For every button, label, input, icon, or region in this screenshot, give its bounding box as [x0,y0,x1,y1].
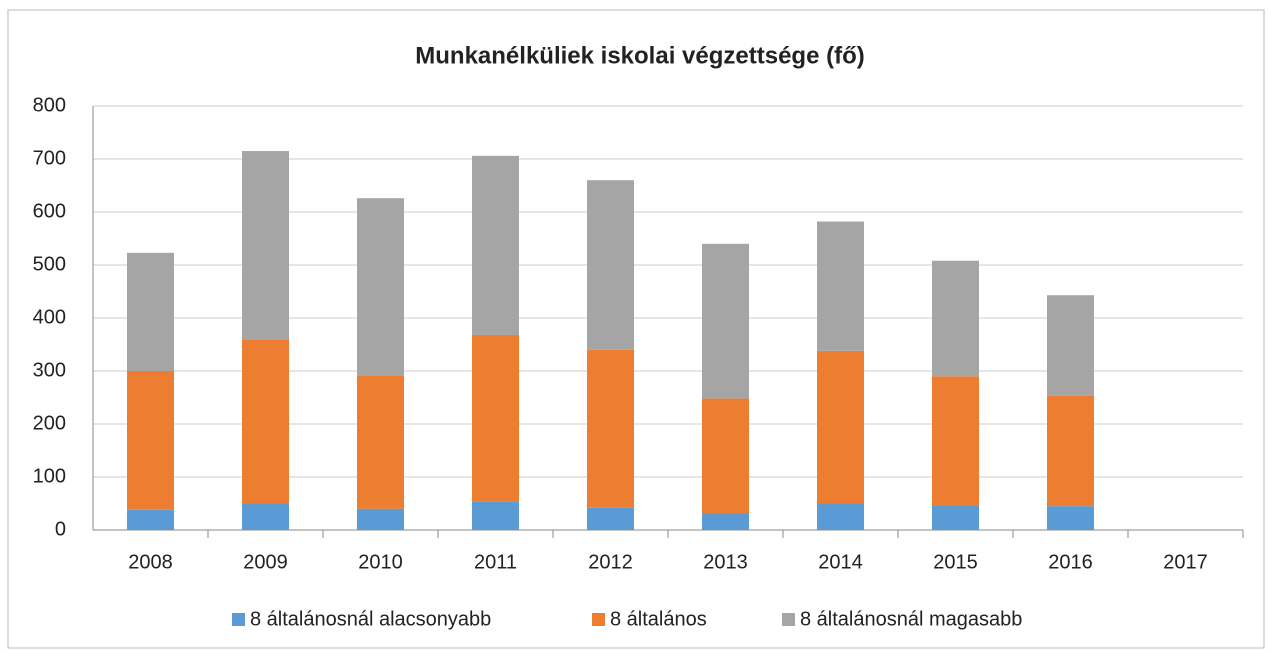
bar-segment [242,151,289,340]
legend-swatch [592,613,605,626]
legend-label: 8 általánosnál alacsonyabb [250,608,491,630]
y-tick-label: 700 [33,147,66,169]
bar-segment [702,513,749,530]
y-tick-label: 500 [33,253,66,275]
y-tick-label: 200 [33,412,66,434]
bar-segment [932,505,979,530]
bar-segment [932,376,979,506]
x-tick-label: 2012 [588,551,633,573]
bar-segment [357,375,404,509]
bar-segment [357,508,404,530]
bar-segment [817,221,864,351]
bar-segment [242,503,289,530]
x-tick-label: 2015 [933,551,978,573]
bar-segment [242,339,289,504]
x-tick-label: 2008 [128,551,173,573]
bar-segment [1047,506,1094,530]
x-tick-label: 2013 [703,551,748,573]
bar-segment [1047,295,1094,396]
bar-segment [587,349,634,508]
chart-title: Munkanélküliek iskolai végzettsége (fő) [415,42,864,69]
x-tick-label: 2016 [1048,551,1093,573]
x-tick-label: 2009 [243,551,288,573]
legend-label: 8 általános [610,608,707,630]
bar-segment [357,198,404,376]
y-tick-label: 600 [33,200,66,222]
bar-segment [472,334,519,502]
x-tick-label: 2017 [1163,551,1208,573]
bar-segment [472,501,519,530]
y-tick-label: 100 [33,465,66,487]
bar-segment [587,507,634,530]
bar-segment [1047,395,1094,507]
y-tick-label: 300 [33,359,66,381]
bar-segment [702,398,749,514]
bar-segment [587,180,634,350]
bar-segment [817,503,864,530]
bar-segment [127,252,174,371]
y-tick-label: 400 [33,306,66,328]
bar-segment [702,243,749,399]
bar-segment [817,350,864,504]
legend-swatch [232,613,245,626]
x-tick-label: 2014 [818,551,863,573]
y-tick-label: 0 [55,518,66,540]
y-tick-label: 800 [33,94,66,116]
bar-segment [932,260,979,377]
x-tick-label: 2011 [474,551,517,573]
bar-segment [472,155,519,335]
legend-label: 8 általánosnál magasabb [800,608,1022,630]
legend-swatch [782,613,795,626]
bar-segment [127,371,174,510]
x-tick-label: 2010 [358,551,403,573]
bar-segment [127,509,174,530]
